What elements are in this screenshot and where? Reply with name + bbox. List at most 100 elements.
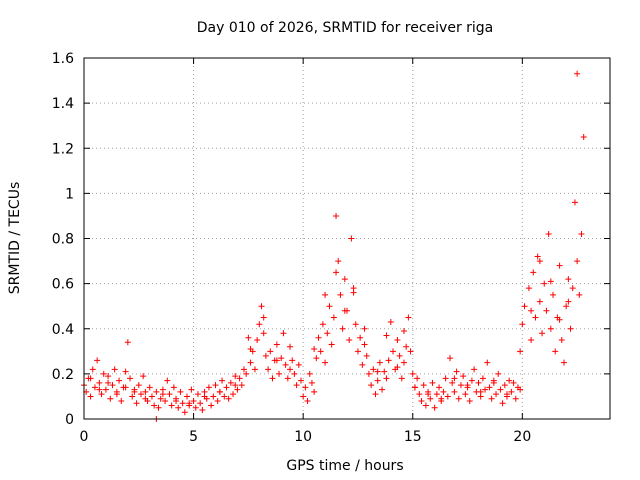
data-point — [113, 391, 120, 398]
data-point — [449, 379, 456, 386]
data-point — [346, 337, 353, 344]
data-point — [94, 357, 101, 364]
data-point — [563, 303, 570, 310]
x-tick-label: 15 — [404, 429, 422, 445]
data-point — [337, 291, 344, 298]
data-point — [276, 370, 283, 377]
data-point — [122, 368, 129, 375]
data-point — [532, 314, 539, 321]
data-point — [390, 348, 397, 355]
data-point — [571, 199, 578, 206]
data-point — [552, 348, 559, 355]
data-point — [210, 393, 217, 400]
data-point — [273, 357, 280, 364]
data-point — [361, 341, 368, 348]
data-point — [287, 366, 294, 373]
data-point — [221, 393, 228, 400]
data-point — [372, 391, 379, 398]
data-point — [212, 382, 219, 389]
data-point — [530, 269, 537, 276]
data-point — [543, 307, 550, 314]
data-point — [455, 395, 462, 402]
data-point — [287, 343, 294, 350]
data-point — [335, 258, 342, 265]
data-point — [166, 391, 173, 398]
x-tick-label: 0 — [80, 429, 89, 445]
data-point — [89, 366, 96, 373]
data-point — [333, 212, 340, 219]
data-point — [545, 230, 552, 237]
data-point — [194, 391, 201, 398]
y-tick-labels: 0 0.2 0.4 0.6 0.8 1 1.2 1.4 1.6 — [52, 51, 74, 428]
data-point — [236, 375, 243, 382]
data-point — [460, 373, 467, 380]
data-point — [96, 379, 103, 386]
data-point — [306, 370, 313, 377]
data-point — [341, 276, 348, 283]
data-point — [394, 364, 401, 371]
data-point — [153, 388, 160, 395]
data-point — [379, 386, 386, 393]
data-point — [100, 370, 107, 377]
data-point — [262, 352, 269, 359]
data-point — [462, 391, 469, 398]
data-point — [175, 404, 182, 411]
data-point — [219, 377, 226, 384]
data-point — [490, 377, 497, 384]
data-point — [282, 361, 289, 368]
data-point — [124, 339, 131, 346]
data-point — [230, 391, 237, 398]
data-point — [297, 377, 304, 384]
data-point — [376, 359, 383, 366]
data-point — [547, 325, 554, 332]
data-point — [354, 348, 361, 355]
data-point — [324, 330, 331, 337]
data-point — [400, 328, 407, 335]
data-point — [565, 298, 572, 305]
data-point — [420, 382, 427, 389]
data-point — [427, 395, 434, 402]
data-point — [414, 375, 421, 382]
data-point — [315, 334, 322, 341]
data-point — [429, 379, 436, 386]
data-point — [330, 314, 337, 321]
data-point — [403, 343, 410, 350]
data-point — [457, 382, 464, 389]
data-point — [484, 359, 491, 366]
data-point — [438, 395, 445, 402]
data-point — [179, 400, 186, 407]
data-point — [466, 397, 473, 404]
data-point — [232, 382, 239, 389]
data-point — [560, 359, 567, 366]
data-point — [444, 393, 451, 400]
data-point — [205, 384, 212, 391]
data-point — [398, 375, 405, 382]
data-point — [440, 388, 447, 395]
data-point — [107, 395, 114, 402]
data-point — [574, 70, 581, 77]
data-point — [578, 230, 585, 237]
y-tick-label: 0 — [65, 412, 74, 428]
y-axis-label: SRMTID / TECUs — [7, 182, 23, 295]
x-tick-labels: 0 5 10 15 20 — [80, 429, 532, 445]
data-point — [400, 359, 407, 366]
y-tick-label: 1 — [65, 186, 74, 202]
data-point — [506, 377, 513, 384]
data-point — [251, 366, 258, 373]
data-point — [284, 375, 291, 382]
data-point — [245, 334, 252, 341]
data-point — [181, 409, 188, 416]
data-point — [411, 384, 418, 391]
y-tick-label: 1.6 — [52, 51, 74, 67]
data-point — [232, 373, 239, 380]
data-point — [300, 393, 307, 400]
data-point — [477, 388, 484, 395]
data-point — [102, 386, 109, 393]
data-point — [528, 307, 535, 314]
data-point — [339, 325, 346, 332]
data-point — [556, 262, 563, 269]
chart-title: Day 010 of 2026, SRMTID for receiver rig… — [197, 20, 494, 36]
x-tick-label: 5 — [189, 429, 198, 445]
data-point — [280, 330, 287, 337]
data-point — [508, 388, 515, 395]
